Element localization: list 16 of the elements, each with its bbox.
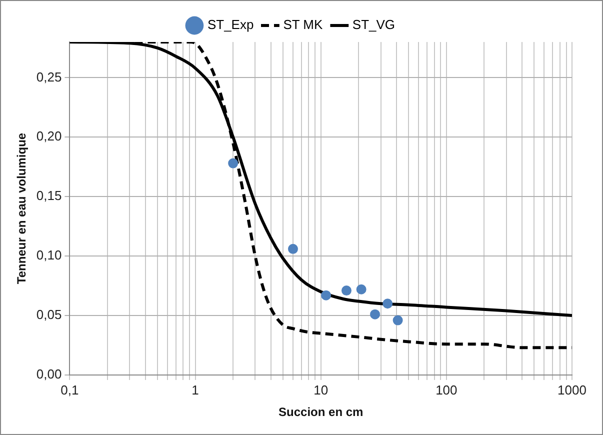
legend-label: ST_Exp xyxy=(207,17,254,32)
y-tick-label: 0,00 xyxy=(36,366,62,382)
y-tick-label: 0,20 xyxy=(36,128,62,144)
x-tick-label: 0,1 xyxy=(60,382,79,398)
x-axis-title: Succion en cm xyxy=(278,405,364,420)
x-tick-label: 1000 xyxy=(558,382,586,398)
y-tick-label: 0,10 xyxy=(36,248,62,263)
x-tick-label: 10 xyxy=(314,382,328,398)
y-tick-label: 0,25 xyxy=(36,69,62,84)
x-tick-label: 1 xyxy=(192,382,199,398)
legend-label: ST_VG xyxy=(352,17,396,32)
legend-label: ST MK xyxy=(283,17,324,32)
y-axis-title: Tenneur en eau volumique xyxy=(14,132,29,284)
y-tick-label: 0,05 xyxy=(36,307,62,322)
y-tick-label: 0,15 xyxy=(36,188,62,204)
x-tick-label: 100 xyxy=(436,382,458,398)
